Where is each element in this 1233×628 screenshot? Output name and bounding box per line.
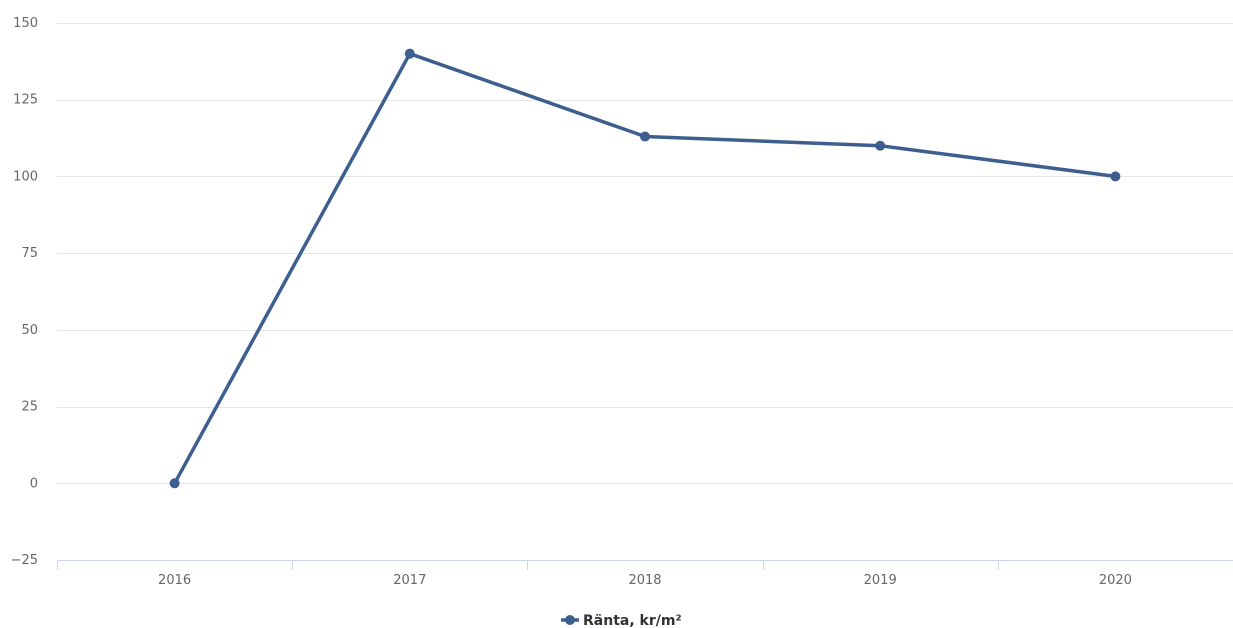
x-tick-label: 2018 <box>628 573 661 588</box>
data-point[interactable] <box>1110 171 1120 181</box>
data-point[interactable] <box>640 132 650 142</box>
y-tick-label: 0 <box>30 476 38 491</box>
y-tick-label: 75 <box>21 246 38 261</box>
y-tick-label: −25 <box>11 553 38 568</box>
data-point[interactable] <box>405 49 415 59</box>
series-group <box>170 49 1121 489</box>
y-tick-label: 25 <box>21 400 38 415</box>
x-axis: 2016 2017 2018 2019 2020 <box>57 560 1233 588</box>
legend-item[interactable]: Ränta, kr/m² <box>561 613 682 628</box>
x-tick-label: 2017 <box>393 573 426 588</box>
legend-marker-symbol <box>565 615 575 625</box>
y-tick-label: 100 <box>13 169 38 184</box>
gridlines <box>57 24 1233 484</box>
y-axis: −25 0 25 50 75 100 125 150 <box>11 16 38 568</box>
x-tick-label: 2019 <box>864 573 897 588</box>
x-tick-label: 2020 <box>1099 573 1132 588</box>
y-tick-label: 50 <box>21 323 38 338</box>
series-line <box>175 54 1116 484</box>
x-tick-label: 2016 <box>158 573 191 588</box>
y-tick-label: 150 <box>13 16 38 31</box>
data-point[interactable] <box>170 478 180 488</box>
legend[interactable]: Ränta, kr/m² <box>561 613 682 628</box>
legend-label: Ränta, kr/m² <box>583 613 682 628</box>
data-point[interactable] <box>875 141 885 151</box>
y-tick-label: 125 <box>13 93 38 108</box>
